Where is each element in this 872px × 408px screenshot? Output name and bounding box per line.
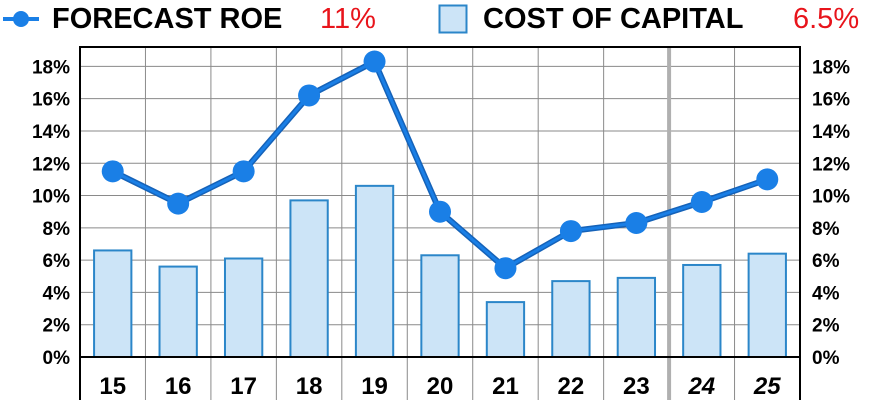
y-tick-left: 6% (43, 251, 71, 272)
y-tick-left: 8% (43, 219, 71, 240)
roe-point (756, 168, 779, 191)
y-tick-left: 14% (32, 122, 70, 143)
y-tick-left: 12% (32, 154, 70, 175)
bar (485, 301, 526, 358)
bar (354, 184, 395, 358)
x-tick: 22 (558, 373, 585, 400)
y-tick-left: 0% (43, 348, 71, 369)
roe-point (167, 192, 190, 215)
x-tick: 16 (165, 373, 192, 400)
bar (93, 249, 133, 358)
bar (682, 263, 722, 358)
bar (616, 276, 657, 358)
bar (158, 265, 198, 359)
y-tick-left: 2% (43, 316, 71, 337)
x-tick: 24 (687, 373, 715, 400)
bar (289, 199, 329, 358)
y-tick-right: 16% (812, 90, 850, 111)
x-tick: 15 (99, 373, 126, 400)
bar (420, 254, 460, 358)
legend-line-marker-icon (3, 11, 39, 27)
y-tick-right: 6% (812, 251, 840, 272)
grid (80, 47, 800, 400)
y-tick-right: 4% (812, 283, 840, 304)
x-tick: 21 (492, 373, 519, 400)
plot-frame (79, 46, 801, 358)
bar (747, 252, 787, 359)
x-tick: 19 (361, 373, 388, 400)
y-tick-right: 2% (812, 316, 840, 337)
roe-point (494, 257, 517, 280)
roe-point (625, 211, 648, 234)
y-tick-right: 18% (812, 57, 850, 78)
legend-bar-swatch-icon (438, 4, 468, 34)
bar (223, 257, 264, 358)
legend-roe-value: 11% (320, 3, 376, 35)
y-tick-right: 10% (812, 187, 850, 208)
legend-coc-label: COST OF CAPITAL (483, 3, 744, 35)
x-tick: 23 (623, 373, 650, 400)
bar (551, 280, 591, 359)
legend: FORECAST ROE 11% COST OF CAPITAL 6.5% (0, 0, 872, 40)
axes: 0% 0% 2% 2% 4% 4% 6% 6% 8% 8% 10% 10% 12% 12% 14% 14% 16… (32, 46, 850, 400)
y-tick-right: 8% (812, 219, 840, 240)
roe-point (232, 160, 255, 183)
x-tick: 17 (230, 373, 257, 400)
roe-line (101, 50, 779, 280)
y-tick-left: 18% (32, 57, 70, 78)
x-tick: 18 (296, 373, 323, 400)
roe-point (298, 84, 321, 107)
x-tick: 20 (427, 373, 454, 400)
y-tick-right: 12% (812, 154, 850, 175)
y-tick-right: 0% (812, 348, 840, 369)
y-tick-left: 4% (43, 283, 71, 304)
bars (93, 184, 787, 359)
roe-point (559, 220, 582, 243)
y-tick-left: 16% (32, 90, 70, 111)
roe-point (690, 191, 713, 213)
y-tick-right: 14% (812, 122, 850, 143)
roe-point (429, 200, 451, 223)
legend-roe-label: FORECAST ROE (52, 3, 283, 35)
roe-point (363, 50, 386, 73)
roe-point (101, 160, 124, 183)
legend-coc-value: 6.5% (793, 3, 860, 35)
y-tick-left: 10% (32, 187, 70, 208)
x-tick: 25 (753, 373, 781, 400)
